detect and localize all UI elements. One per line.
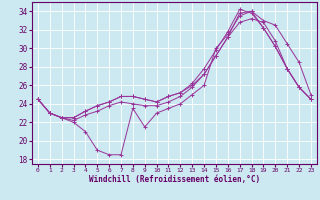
X-axis label: Windchill (Refroidissement éolien,°C): Windchill (Refroidissement éolien,°C) xyxy=(89,175,260,184)
